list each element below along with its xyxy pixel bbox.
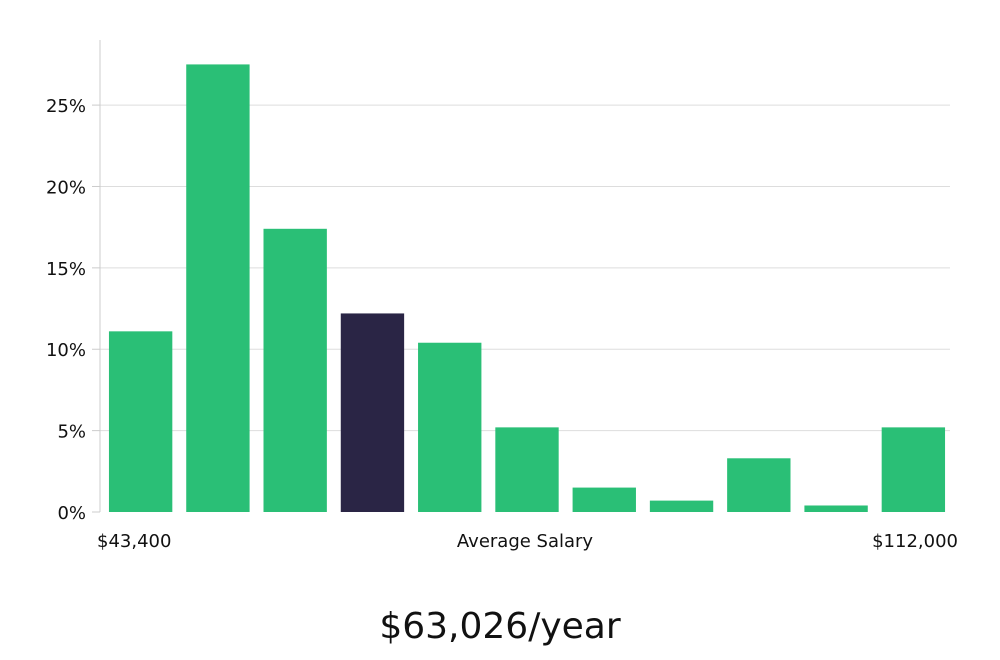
- y-tick-label: 15%: [46, 259, 86, 280]
- bars: [108, 64, 946, 513]
- y-tick-label: 5%: [57, 422, 86, 443]
- x-min-label: $43,400: [97, 531, 171, 552]
- bar: [727, 458, 791, 512]
- bar-highlighted: [340, 313, 405, 512]
- bar: [881, 427, 946, 512]
- x-axis-title: Average Salary: [457, 531, 594, 552]
- x-max-label: $112,000: [872, 531, 958, 552]
- bar: [186, 64, 250, 513]
- y-tick-label: 10%: [46, 340, 86, 361]
- bar: [108, 331, 173, 512]
- y-tick-label: 25%: [46, 96, 86, 117]
- bar: [495, 427, 559, 512]
- bar: [649, 500, 714, 512]
- salary-histogram: 0%5%10%15%20%25% $43,400 Average Salary …: [46, 40, 958, 552]
- y-axis-ticks: 0% 5% 10% 15% 20% 25%: [46, 96, 100, 524]
- y-tick-label: 0%: [57, 503, 86, 524]
- y-tick-label: 20%: [46, 177, 86, 198]
- bar: [418, 342, 482, 512]
- bar: [263, 228, 327, 513]
- bar: [804, 505, 868, 512]
- average-salary: $63,026/year: [379, 606, 621, 647]
- bar: [572, 487, 636, 512]
